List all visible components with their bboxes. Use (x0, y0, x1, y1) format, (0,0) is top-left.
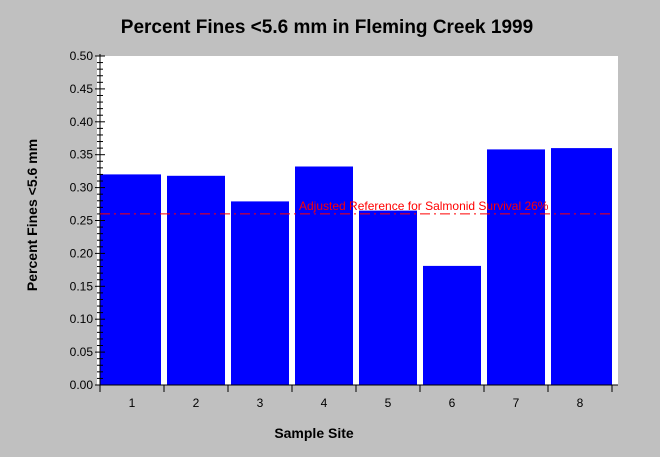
y-tick-label: 0.40 (70, 115, 94, 129)
x-axis: 1 2 3 4 5 6 7 8 (99, 384, 618, 410)
y-tick-label: 0.10 (70, 312, 94, 326)
x-tick-label-8: 8 (577, 396, 584, 410)
y-axis-label: Percent Fines <5.6 mm (24, 139, 40, 291)
y-axis: 0.00 0.05 0.10 0.15 0.20 0.25 0.30 0.35 0.40 0.45… (70, 49, 105, 392)
reference-line-group: Adjusted Reference for Salmonid Survival… (100, 199, 614, 215)
y-tick-label: 0.20 (70, 246, 94, 260)
bar-site-2 (167, 175, 225, 385)
y-tick-label: 0.05 (70, 345, 94, 359)
y-tick-label: 0.00 (70, 378, 94, 392)
x-tick-label-5: 5 (385, 396, 392, 410)
x-axis-label: Sample Site (274, 425, 354, 441)
y-tick-label: 0.15 (70, 279, 94, 293)
bar-site-8 (551, 148, 612, 385)
bar-site-3 (231, 201, 289, 385)
y-tick-label: 0.35 (70, 148, 94, 162)
x-tick-label-7: 7 (513, 396, 520, 410)
chart-title: Percent Fines <5.6 mm in Fleming Creek 1… (121, 17, 533, 38)
y-tick-label: 0.45 (70, 82, 94, 96)
y-tick-label: 0.25 (70, 214, 94, 228)
x-tick-label-3: 3 (257, 396, 264, 410)
reference-line-label: Adjusted Reference for Salmonid Survival… (299, 199, 549, 213)
x-tick-label-1: 1 (129, 396, 136, 410)
bar-site-1 (100, 174, 161, 385)
x-tick-label-6: 6 (449, 396, 456, 410)
y-tick-label: 0.50 (70, 49, 94, 63)
x-tick-label-2: 2 (193, 396, 200, 410)
bar-site-7 (487, 149, 545, 385)
bar-site-6 (423, 265, 481, 385)
bars-group (100, 148, 612, 385)
bar-site-5 (359, 210, 417, 385)
bar-site-4 (295, 166, 353, 385)
y-tick-label: 0.30 (70, 181, 94, 195)
x-tick-label-4: 4 (321, 396, 328, 410)
